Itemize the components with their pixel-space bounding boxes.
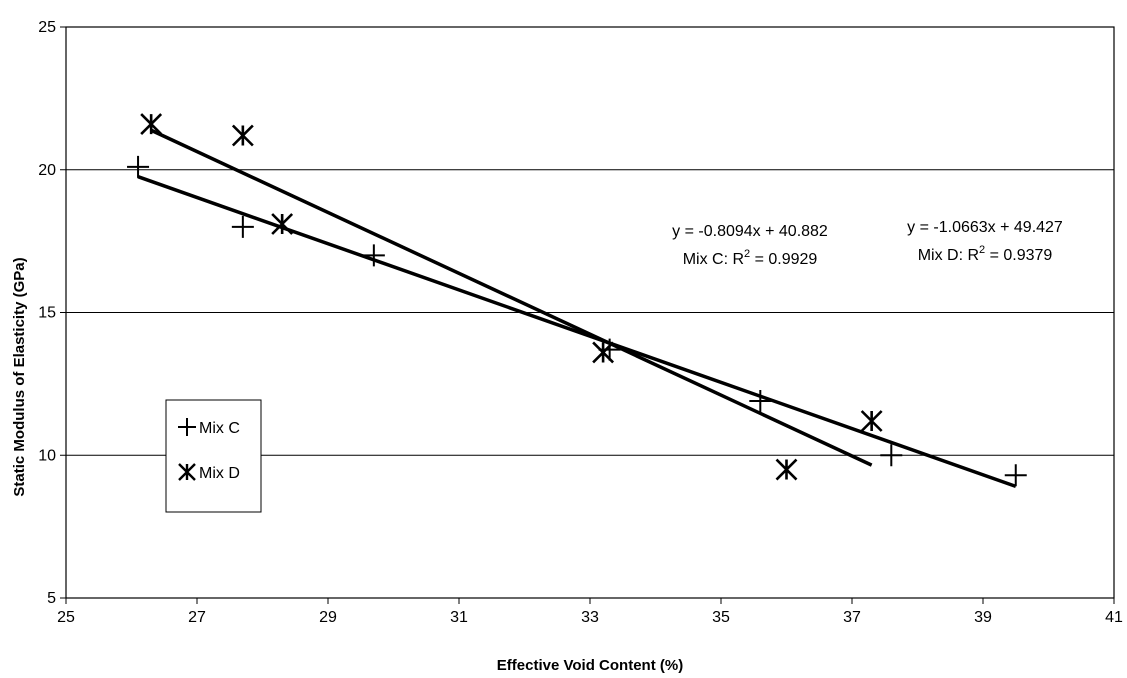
point-mix-c (231, 215, 254, 238)
legend-marker-mix-d (178, 463, 196, 481)
point-mix-c (880, 444, 903, 467)
point-mix-d (140, 113, 163, 135)
legend-box (165, 399, 262, 513)
data-points (127, 113, 1027, 487)
equation-mix-d: y = -1.0663x + 49.427 (907, 219, 1063, 236)
y-tick-label: 15 (38, 305, 56, 322)
annotation-mix-c: y = -0.8094x + 40.882 Mix C: R2 = 0.9929 (672, 223, 828, 268)
x-tick-label: 37 (843, 609, 861, 626)
legend-label-mix-d: Mix D (199, 465, 240, 482)
x-tick-label: 41 (1105, 609, 1123, 626)
point-mix-d (231, 124, 254, 147)
y-tick-label: 5 (47, 590, 56, 607)
x-axis-title: Effective Void Content (%) (497, 657, 683, 674)
point-mix-d (775, 458, 798, 481)
x-tick-label: 39 (974, 609, 992, 626)
x-axis: 25 27 29 31 33 35 37 39 41 (57, 598, 1123, 626)
legend-label-mix-c: Mix C (199, 420, 240, 437)
point-mix-c (1004, 464, 1027, 487)
legend: Mix C Mix D (165, 399, 262, 513)
trendline-mix-d (150, 128, 873, 467)
x-tick-label: 33 (581, 609, 599, 626)
point-mix-d (271, 213, 294, 235)
equation-mix-c: y = -0.8094x + 40.882 (672, 223, 828, 240)
x-tick-label: 25 (57, 609, 75, 626)
annotation-mix-d: y = -1.0663x + 49.427 Mix D: R2 = 0.9379 (907, 219, 1063, 264)
y-tick-label: 25 (38, 19, 56, 36)
r-squared-mix-d: Mix D: R2 = 0.9379 (918, 244, 1053, 264)
legend-marker-mix-c (178, 418, 196, 436)
x-tick-label: 31 (450, 609, 468, 626)
y-axis-title: Static Modulus of Elasticity (GPa) (11, 257, 28, 496)
point-mix-c (362, 244, 385, 267)
x-tick-label: 27 (188, 609, 206, 626)
trendlines (137, 128, 1017, 488)
x-tick-label: 35 (712, 609, 730, 626)
y-tick-label: 10 (38, 447, 56, 464)
y-axis: 5 10 15 20 25 (38, 19, 66, 607)
r-squared-mix-c: Mix C: R2 = 0.9929 (683, 248, 818, 268)
x-tick-label: 29 (319, 609, 337, 626)
point-mix-c (749, 390, 772, 413)
point-mix-c (127, 155, 150, 178)
y-tick-label: 20 (38, 162, 56, 179)
point-mix-d (860, 410, 883, 432)
point-mix-d (592, 341, 615, 364)
trendline-mix-c (137, 175, 1017, 488)
